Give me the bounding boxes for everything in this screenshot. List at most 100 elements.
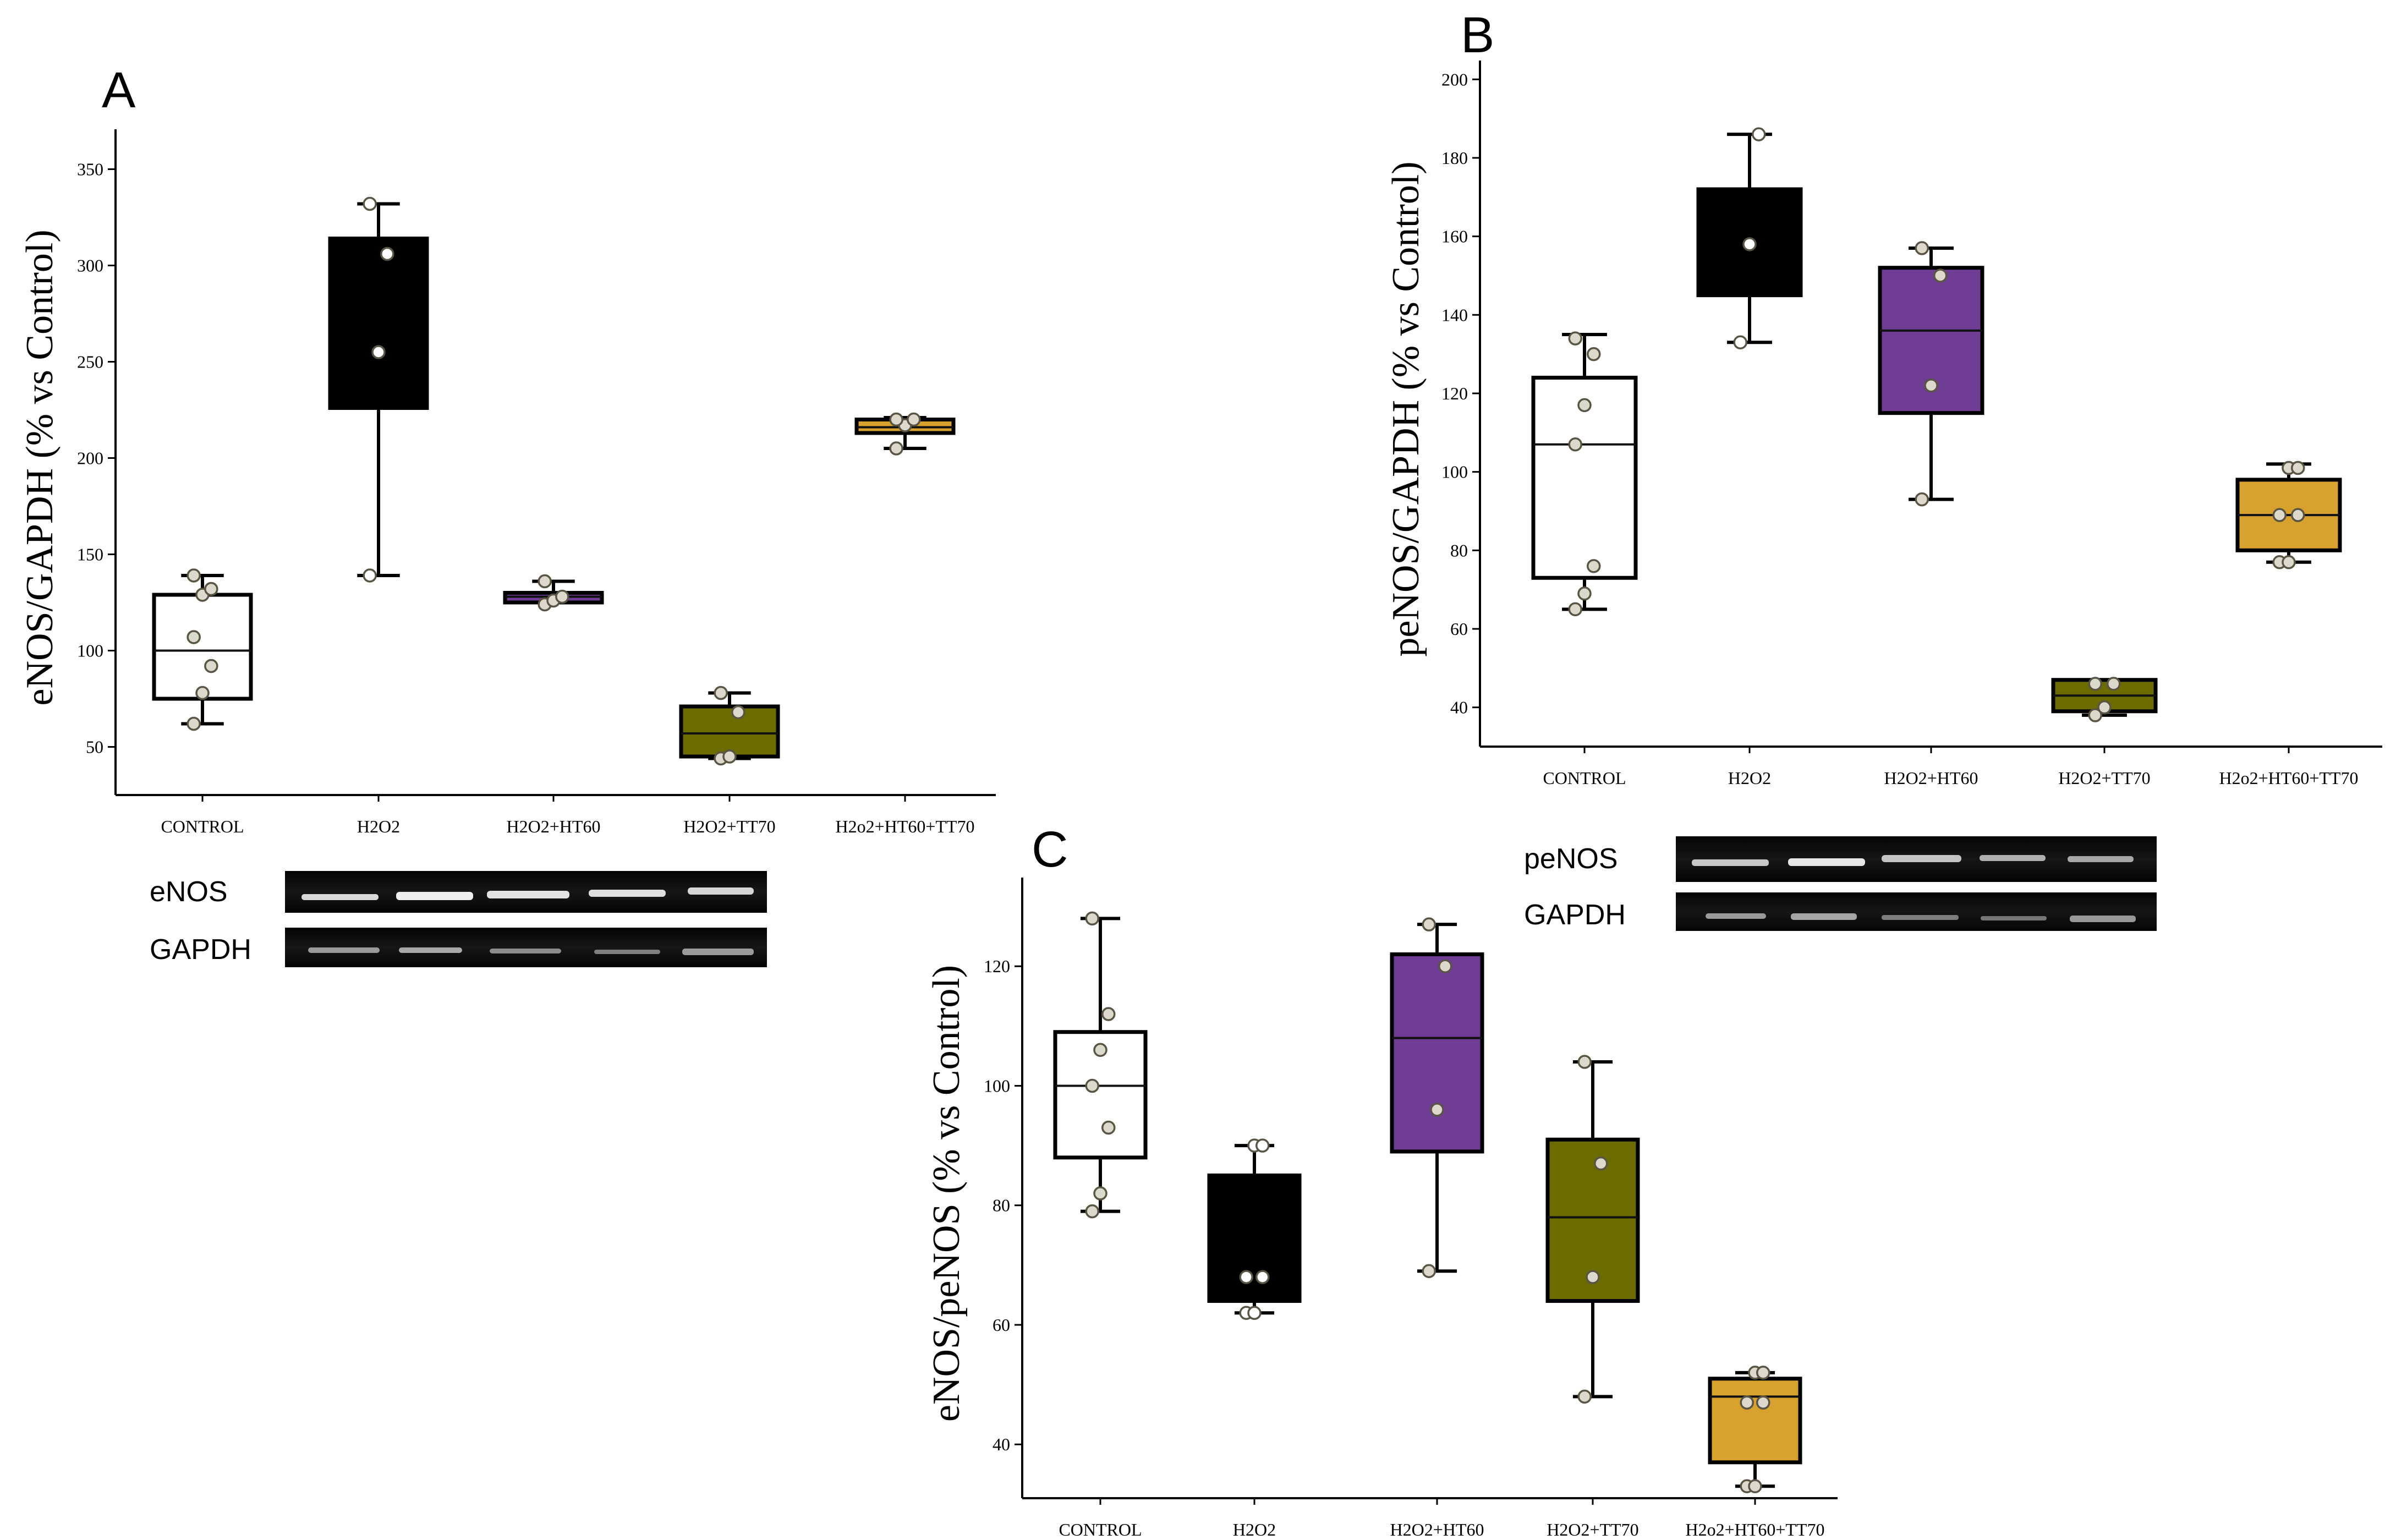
blot-band (487, 891, 569, 898)
data-point (1085, 1078, 1099, 1093)
data-point (1093, 1043, 1107, 1057)
box-control (1531, 375, 1638, 580)
y-tick-label: 120 (984, 956, 1010, 976)
y-tick-label: 40 (1450, 698, 1468, 717)
blot-band (399, 947, 462, 953)
data-point (187, 568, 201, 583)
data-point (1577, 1055, 1592, 1069)
data-point (1577, 398, 1592, 413)
x-category-label: CONTROL (161, 816, 244, 836)
y-tick-label: 50 (86, 737, 103, 757)
panel-a: 50 100 150 200 250 300 350 eNOS/GAPDH (% vs Con… (19, 129, 996, 836)
data-point (2290, 461, 2305, 475)
x-category-label: CONTROL (1543, 768, 1626, 788)
blot-band (2070, 916, 2136, 922)
x-category-label: H2o2+HT60+TT70 (2219, 768, 2359, 788)
y-tick-label: 160 (1441, 227, 1468, 246)
panel-c: 40 60 80 100 120 eNOS/peNOS (% vs Control) CON… (925, 878, 1838, 1539)
y-tick-label: 120 (1441, 383, 1468, 403)
data-point (1239, 1270, 1253, 1284)
blot-band (1980, 855, 2046, 861)
blot-strip-gapdh-b (1676, 892, 2157, 931)
blot-bands-enos (301, 887, 754, 900)
data-point (1586, 347, 1601, 361)
y-axis-label: eNOS/GAPDH (% vs Control) (19, 229, 61, 705)
blot-band (594, 950, 660, 954)
data-point (380, 246, 394, 261)
x-category-label: H2O2+HT60 (1390, 1520, 1484, 1539)
data-point (1247, 1306, 1262, 1320)
blot-band (1981, 916, 2047, 920)
blot-band (682, 949, 754, 955)
blot-label: GAPDH (150, 934, 251, 966)
data-point (1577, 1389, 1592, 1404)
blot-band (1882, 855, 1961, 862)
data-point (1422, 1264, 1436, 1278)
y-tick-label: 100 (77, 641, 103, 661)
blot-label: eNOS (150, 876, 228, 908)
y-tick-label: 250 (77, 352, 103, 372)
data-point (714, 686, 728, 700)
blot-band (308, 947, 380, 953)
data-point (1733, 335, 1748, 349)
data-point (1568, 437, 1583, 452)
y-tick-label: 300 (77, 256, 103, 276)
data-point (1740, 1395, 1754, 1410)
y-tick-label: 150 (77, 545, 103, 565)
y-tick-label: 60 (993, 1315, 1010, 1335)
data-point (1422, 917, 1436, 931)
data-point (907, 412, 921, 427)
data-point (1756, 1366, 1770, 1380)
x-category-label: CONTROL (1059, 1520, 1142, 1539)
blot-band (589, 890, 666, 897)
data-point (1568, 602, 1583, 617)
blot-bands-gapdh-a (308, 947, 754, 955)
data-point (1101, 1007, 1116, 1021)
data-point (1101, 1120, 1116, 1135)
box-h2o2+tt70 (679, 704, 780, 759)
blot-b: peNOS GAPDH (1524, 836, 2157, 931)
data-point (889, 441, 903, 456)
x-category-label: H2O2 (357, 816, 400, 836)
blot-band (688, 887, 754, 895)
data-point (2088, 677, 2103, 691)
y-tick-label: 80 (993, 1196, 1010, 1215)
data-point (2290, 508, 2305, 522)
data-point (1586, 559, 1601, 573)
y-tick-label: 100 (1441, 462, 1468, 482)
data-point (187, 716, 201, 731)
y-tick-label: 100 (984, 1076, 1010, 1095)
blot-band (1882, 915, 1959, 920)
x-category-label: H2O2 (1728, 768, 1771, 788)
data-point (1924, 378, 1938, 393)
y-tick-label: 200 (77, 448, 103, 468)
data-point (1751, 127, 1766, 141)
panel-letter-a: A (102, 62, 136, 118)
panel-letter-c: C (1032, 821, 1068, 878)
blot-label: GAPDH (1524, 899, 1626, 931)
data-point (1085, 1204, 1099, 1219)
blot-a: eNOS GAPDH (150, 871, 767, 967)
blot-band (1788, 858, 1865, 866)
data-point (1915, 492, 1929, 507)
y-axis-label: peNOS/GAPDH (% vs Control) (1385, 161, 1427, 656)
blot-band (2068, 856, 2134, 862)
data-point (1742, 237, 1757, 251)
x-category-label: H2O2 (1233, 1520, 1276, 1539)
data-point (538, 574, 552, 589)
data-point (195, 686, 210, 700)
data-point (1255, 1138, 1270, 1153)
data-point (889, 412, 903, 427)
x-category-label: H2O2+TT70 (1547, 1520, 1638, 1539)
x-category-label: H2o2+HT60+TT70 (836, 816, 975, 836)
x-category-label: H2O2+TT70 (683, 816, 775, 836)
data-point (2282, 555, 2296, 569)
x-category-label: H2O2+HT60 (507, 816, 601, 836)
box-h2o2+ht60+tt70 (1708, 1377, 1802, 1465)
data-point (204, 659, 218, 673)
data-point (1430, 1103, 1444, 1117)
blot-bands-penos (1692, 855, 2134, 866)
data-point (1933, 268, 1948, 283)
data-point (1568, 331, 1583, 346)
